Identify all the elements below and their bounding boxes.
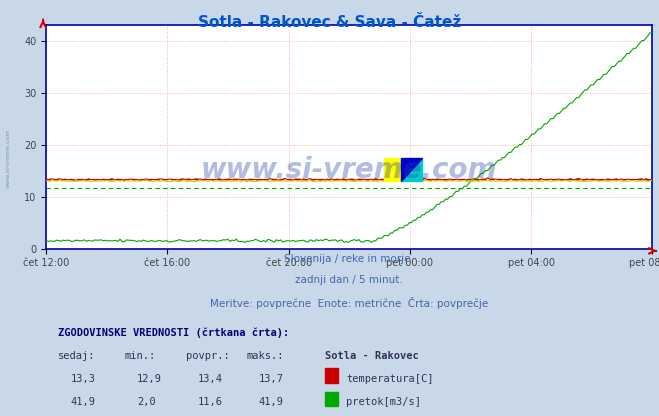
Bar [384,158,401,181]
Text: temperatura[C]: temperatura[C] [346,374,434,384]
Text: 12,9: 12,9 [137,374,162,384]
Text: sedaj:: sedaj: [58,351,96,361]
Text: 11,6: 11,6 [198,397,223,407]
Text: pretok[m3/s]: pretok[m3/s] [346,397,421,407]
Text: www.si-vreme.com: www.si-vreme.com [5,128,11,188]
Text: Meritve: povprečne  Enote: metrične  Črta: povprečje: Meritve: povprečne Enote: metrične Črta:… [210,297,488,309]
FancyBboxPatch shape [325,391,338,406]
Text: maks.:: maks.: [246,351,284,361]
Text: zadnji dan / 5 minut.: zadnji dan / 5 minut. [295,275,403,285]
Text: min.:: min.: [125,351,156,361]
Text: Sotla - Rakovec & Sava - Čatež: Sotla - Rakovec & Sava - Čatež [198,15,461,30]
Text: www.si-vreme.com: www.si-vreme.com [201,156,498,184]
Text: 13,7: 13,7 [258,374,283,384]
Text: 41,9: 41,9 [258,397,283,407]
Text: 13,4: 13,4 [198,374,223,384]
Text: 13,3: 13,3 [71,374,96,384]
Polygon shape [401,158,422,181]
FancyBboxPatch shape [325,369,338,383]
Polygon shape [401,158,422,181]
Text: povpr.:: povpr.: [186,351,229,361]
Text: 2,0: 2,0 [137,397,156,407]
Text: 41,9: 41,9 [71,397,96,407]
Text: ZGODOVINSKE VREDNOSTI (črtkana črta):: ZGODOVINSKE VREDNOSTI (črtkana črta): [58,328,289,339]
Text: Slovenija / reke in morje.: Slovenija / reke in morje. [284,254,415,264]
Text: Sotla - Rakovec: Sotla - Rakovec [325,351,418,361]
